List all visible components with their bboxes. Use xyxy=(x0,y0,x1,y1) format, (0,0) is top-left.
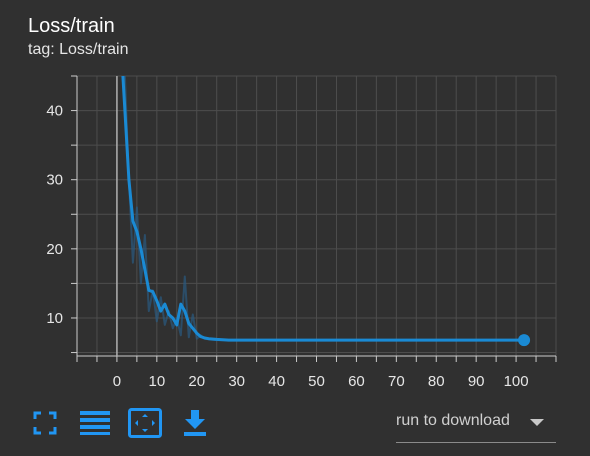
x-tick-label: 0 xyxy=(113,373,121,390)
chevron-down-icon xyxy=(530,419,544,426)
fullscreen-icon xyxy=(33,411,57,435)
fit-domain-icon xyxy=(128,408,162,438)
x-tick-label: 40 xyxy=(268,373,285,390)
chart-ticks: 0 10 20 30 40 50 60 70 80 90 100 10 20 30 40 xyxy=(46,75,557,390)
x-tick-label: 30 xyxy=(228,373,245,390)
x-tick-label: 10 xyxy=(148,373,165,390)
run-to-download-label: run to download xyxy=(396,412,510,429)
x-tick-label: 20 xyxy=(188,373,205,390)
loss-chart[interactable]: 0 10 20 30 40 50 60 70 80 90 100 10 20 30 40 xyxy=(0,0,590,400)
download-button[interactable] xyxy=(178,406,212,440)
fullscreen-button[interactable] xyxy=(28,406,62,440)
last-point-marker xyxy=(518,334,531,347)
series-line-raw xyxy=(123,76,525,342)
x-tick-label: 100 xyxy=(504,373,529,390)
y-tick-label: 10 xyxy=(46,310,63,327)
x-tick-label: 90 xyxy=(468,373,485,390)
y-tick-label: 40 xyxy=(46,103,63,120)
download-icon xyxy=(184,410,206,436)
x-tick-label: 80 xyxy=(428,373,445,390)
x-tick-label: 50 xyxy=(308,373,325,390)
card-subtitle: tag: Loss/train xyxy=(28,41,129,58)
run-to-download-select[interactable]: run to download xyxy=(396,406,556,443)
card-toolbar xyxy=(28,406,228,440)
x-tick-label: 70 xyxy=(388,373,405,390)
x-tick-label: 60 xyxy=(348,373,365,390)
data-table-button[interactable] xyxy=(78,406,112,440)
data-table-icon xyxy=(80,411,110,435)
series-line-smoothed xyxy=(121,76,525,342)
card-title: Loss/train xyxy=(28,15,115,37)
chart-grid xyxy=(76,75,557,356)
y-tick-label: 20 xyxy=(46,241,63,258)
chart-lines xyxy=(121,76,531,347)
fit-domain-button[interactable] xyxy=(128,406,162,440)
y-tick-label: 30 xyxy=(46,172,63,189)
